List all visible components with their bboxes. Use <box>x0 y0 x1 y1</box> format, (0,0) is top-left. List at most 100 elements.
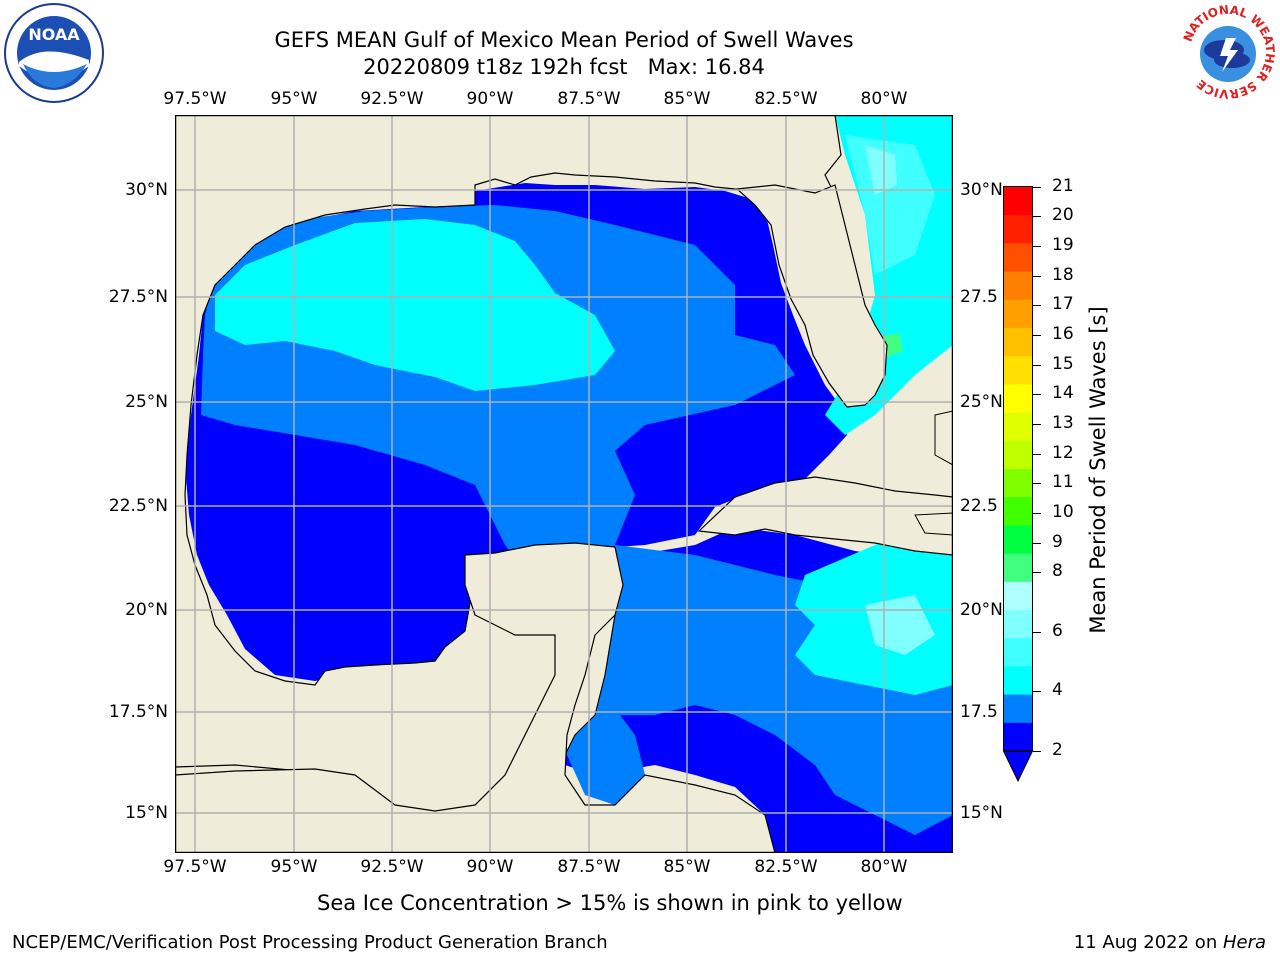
colorbar-tick-mark <box>1033 542 1041 544</box>
colorbar-segment <box>1003 186 1033 216</box>
colorbar-segment <box>1003 496 1033 526</box>
colorbar-tick-label: 9 <box>1052 531 1063 552</box>
gridlines <box>175 115 953 853</box>
lon-label-top: 97.5°W <box>163 89 227 109</box>
colorbar-tick-label: 2 <box>1052 739 1063 760</box>
colorbar-tick-mark <box>1033 245 1041 247</box>
swell-period-map <box>175 115 953 853</box>
lat-label-right: 17.5 <box>960 702 998 722</box>
colorbar-segment <box>1003 271 1033 300</box>
colorbar-tick-mark <box>1033 394 1041 396</box>
lon-label-bottom: 97.5°W <box>163 857 227 877</box>
lat-label-right: 20°N <box>960 600 1003 620</box>
colorbar-tick-label: 11 <box>1052 472 1074 493</box>
bahamas-land <box>934 410 953 466</box>
lon-label-bottom: 95°W <box>270 857 318 877</box>
colorbar-segment <box>1003 694 1033 723</box>
florida-land <box>735 184 888 408</box>
colorbar-segment <box>1003 327 1033 357</box>
colorbar-tick-label: 4 <box>1052 680 1063 701</box>
colorbar-segment <box>1003 440 1033 469</box>
footer-host: Hera <box>1222 932 1266 953</box>
lon-label-top: 90°W <box>466 89 514 109</box>
lon-label-top: 95°W <box>270 89 318 109</box>
lat-label-left: 30°N <box>125 180 168 200</box>
lon-label-bottom: 87.5°W <box>557 857 621 877</box>
colorbar-tick-mark <box>1033 305 1041 307</box>
lat-label-left: 17.5°N <box>108 702 168 722</box>
colorbar-tick-mark <box>1033 750 1041 752</box>
colorbar-tick-label: 19 <box>1052 234 1074 255</box>
sea-ice-caption: Sea Ice Concentration > 15% is shown in … <box>317 891 903 915</box>
colorbar-tick-mark <box>1033 186 1041 188</box>
colorbar-segment <box>1003 468 1033 498</box>
colorbar-tick-mark <box>1033 216 1041 218</box>
lat-label-right: 30°N <box>960 180 1003 200</box>
contour-4-6 <box>215 219 615 391</box>
lat-label-left: 20°N <box>125 600 168 620</box>
colorbar-segment <box>1003 581 1033 610</box>
colorbar-tick-label: 18 <box>1052 264 1074 285</box>
cuba-land <box>697 476 953 556</box>
hispaniola-edge-land <box>914 512 953 536</box>
lon-label-bottom: 92.5°W <box>360 857 424 877</box>
colorbar-tick-label: 17 <box>1052 294 1074 315</box>
colorbar-tick-label: 10 <box>1052 502 1074 523</box>
colorbar-tick-label: 6 <box>1052 620 1063 641</box>
colorbar <box>1002 186 1034 783</box>
colorbar-segments <box>1003 186 1033 751</box>
colorbar-segment <box>1003 553 1033 582</box>
lat-label-right: 22.5 <box>960 496 998 516</box>
colorbar-tick-mark <box>1033 631 1041 633</box>
colorbar-tick-mark <box>1033 572 1041 574</box>
lon-label-top: 80°W <box>860 89 908 109</box>
lon-label-top: 85°W <box>663 89 711 109</box>
colorbar-tick-mark <box>1033 453 1041 455</box>
colorbar-tick-mark <box>1033 423 1041 425</box>
colorbar-tick-mark <box>1033 691 1041 693</box>
lon-label-top: 82.5°W <box>754 89 818 109</box>
colorbar-segment <box>1003 214 1033 244</box>
colorbar-segment <box>1003 609 1033 639</box>
colorbar-tick-label: 12 <box>1052 442 1074 463</box>
colorbar-tick-label: 15 <box>1052 353 1074 374</box>
colorbar-tick-label: 13 <box>1052 412 1074 433</box>
colorbar-segment <box>1003 722 1033 751</box>
footer-date: 11 Aug 2022 on <box>1073 932 1223 953</box>
lon-label-bottom: 90°W <box>466 857 514 877</box>
colorbar-segment <box>1003 383 1033 413</box>
lat-label-left: 15°N <box>125 803 168 823</box>
noaa-logo: NOAA <box>4 3 104 103</box>
colorbar-segment <box>1003 665 1033 695</box>
colorbar-tick-mark <box>1033 364 1041 366</box>
svg-text:NOAA: NOAA <box>28 25 80 44</box>
colorbar-segment <box>1003 637 1033 667</box>
chart-title-line2: 20220809 t18z 192h fcst Max: 16.84 <box>363 55 765 79</box>
lon-label-top: 92.5°W <box>360 89 424 109</box>
yucatan-land <box>175 542 776 853</box>
colorbar-segment <box>1003 524 1033 554</box>
colorbar-tick-label: 21 <box>1052 175 1074 196</box>
colorbar-tick-mark <box>1033 334 1041 336</box>
contour-7-8 <box>865 145 897 195</box>
colorbar-segment <box>1003 355 1033 385</box>
colorbar-tick-label: 8 <box>1052 561 1063 582</box>
lon-label-bottom: 85°W <box>663 857 711 877</box>
footer-right: 11 Aug 2022 on Hera <box>1074 932 1266 953</box>
contour-6-7 <box>845 135 935 275</box>
lat-label-right: 27.5 <box>960 287 998 307</box>
colorbar-tick-mark <box>1033 513 1041 515</box>
colorbar-tick-mark <box>1033 483 1041 485</box>
colorbar-tick-label: 16 <box>1052 323 1074 344</box>
colorbar-extend-arrow <box>1002 750 1034 783</box>
lon-label-top: 87.5°W <box>557 89 621 109</box>
nws-logo: NATIONAL WEATHER SERVICE <box>1179 3 1277 101</box>
lat-label-left: 22.5°N <box>108 496 168 516</box>
colorbar-tick-mark <box>1033 275 1041 277</box>
colorbar-segment <box>1003 242 1033 272</box>
lat-label-left: 27.5°N <box>108 287 168 307</box>
lat-label-right: 25°N <box>960 392 1003 412</box>
colorbar-segment <box>1003 412 1033 441</box>
colorbar-tick-label: 20 <box>1052 205 1074 226</box>
lon-label-bottom: 80°W <box>860 857 908 877</box>
